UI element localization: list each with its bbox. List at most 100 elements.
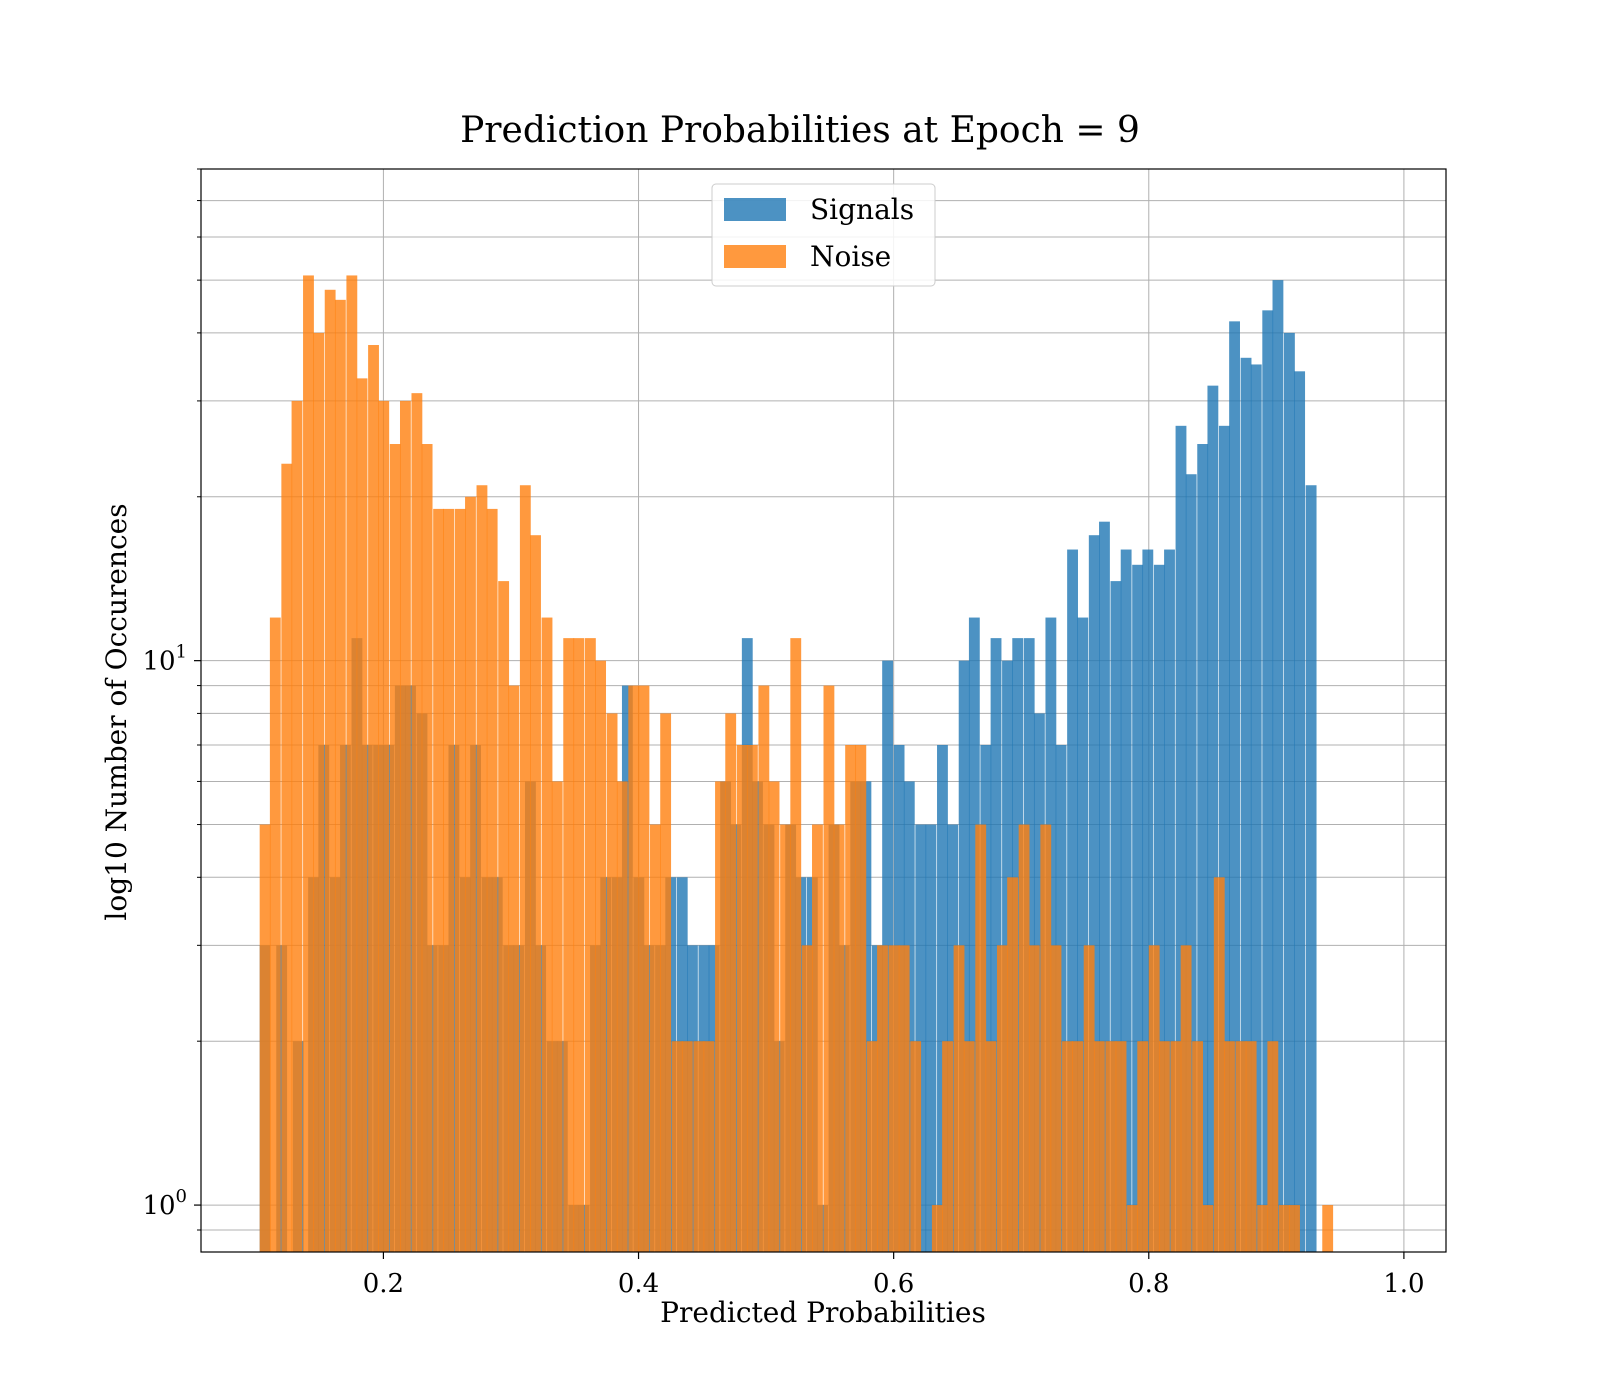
- bar-signals-61: [937, 744, 948, 1252]
- bar-noise-33: [616, 781, 628, 1252]
- bar-noise-83: [1158, 1041, 1170, 1252]
- bar-noise-59: [898, 945, 910, 1252]
- y-tick-label-1: 101: [142, 642, 187, 677]
- bar-noise-43: [725, 713, 737, 1252]
- bar-noise-94: [1278, 1205, 1290, 1252]
- bar-noise-71: [1028, 945, 1040, 1252]
- bar-noise-19: [465, 496, 476, 1252]
- bar-signals-78: [1120, 549, 1132, 1252]
- bar-signals-75: [1088, 535, 1100, 1252]
- bar-noise-4: [303, 275, 314, 1252]
- bar-signals-91: [1262, 310, 1274, 1252]
- bar-signals-66: [990, 638, 1002, 1252]
- bar-noise-22: [498, 581, 510, 1252]
- bar-noise-50: [801, 945, 813, 1252]
- x-axis-label: Predicted Probabilities: [660, 1296, 986, 1329]
- bar-signals-79: [1132, 564, 1144, 1252]
- bar-noise-13: [399, 400, 411, 1252]
- bar-signals-88: [1229, 321, 1240, 1252]
- bar-noise-39: [681, 1041, 693, 1252]
- bar-noise-77: [1093, 1041, 1105, 1252]
- axis-ticks: 0.2 0.4 0.6 0.8 1.0 100 101: [142, 168, 1425, 1299]
- bar-noise-90: [1235, 1041, 1247, 1252]
- bar-noise-25: [530, 535, 541, 1252]
- bar-noise-80: [1127, 1205, 1138, 1252]
- bar-noise-37: [660, 713, 672, 1252]
- bar-noise-45: [746, 744, 758, 1252]
- bar-signals-81: [1153, 564, 1165, 1252]
- bar-signals-87: [1218, 425, 1230, 1252]
- bar-noise-87: [1202, 1205, 1214, 1252]
- bar-signals-95: [1305, 485, 1317, 1252]
- bar-noise-88: [1213, 877, 1225, 1252]
- bar-noise-73: [1050, 945, 1062, 1252]
- legend-label-signals: Signals: [810, 193, 914, 226]
- bar-signals-76: [1099, 521, 1110, 1252]
- bar-noise-40: [693, 1041, 705, 1252]
- bar-noise-29: [573, 638, 585, 1252]
- bar-noise-69: [1007, 877, 1019, 1252]
- bar-noise-68: [996, 945, 1008, 1252]
- bar-noise-54: [845, 744, 857, 1252]
- bar-noise-15: [421, 444, 433, 1252]
- bar-noise-76: [1083, 945, 1095, 1252]
- bar-signals-74: [1077, 617, 1089, 1252]
- bar-noise-41: [703, 1041, 715, 1252]
- bar-noise-12: [389, 444, 401, 1252]
- bar-signals-84: [1185, 474, 1197, 1252]
- bar-noise-58: [888, 945, 900, 1252]
- bar-noise-84: [1170, 1041, 1182, 1252]
- x-tick-label-3: 0.8: [1128, 1269, 1169, 1299]
- bar-noise-26: [541, 617, 553, 1252]
- bar-noise-89: [1224, 1041, 1235, 1252]
- bar-noise-66: [975, 824, 987, 1252]
- bar-noise-46: [758, 685, 770, 1252]
- bar-noise-51: [812, 824, 823, 1252]
- x-tick-label-2: 0.6: [873, 1269, 914, 1299]
- bar-noise-27: [551, 781, 563, 1252]
- y-axis-label: log10 Number of Occurences: [100, 503, 133, 920]
- bar-noise-2: [281, 463, 293, 1252]
- bar-noise-5: [313, 332, 325, 1252]
- bar-noise-48: [780, 824, 791, 1252]
- bar-signals-90: [1250, 364, 1262, 1252]
- legend-swatch-signals: [724, 198, 786, 221]
- series-noise: [259, 275, 1334, 1252]
- bar-noise-31: [595, 660, 607, 1252]
- bar-noise-49: [790, 638, 802, 1252]
- bar-noise-44: [736, 744, 748, 1252]
- bar-noise-7: [334, 299, 346, 1252]
- bar-noise-34: [628, 685, 640, 1252]
- bar-signals-59: [915, 824, 927, 1252]
- bar-signals-77: [1110, 581, 1122, 1252]
- bar-noise-86: [1192, 1041, 1203, 1252]
- bar-signals-73: [1067, 549, 1078, 1252]
- legend-swatch-noise: [724, 245, 786, 268]
- y-tick-label-0: 100: [142, 1186, 187, 1221]
- bar-noise-92: [1257, 1205, 1269, 1252]
- bar-noise-53: [833, 824, 845, 1252]
- bar-signals-92: [1272, 280, 1284, 1252]
- bar-signals-93: [1283, 332, 1295, 1252]
- bar-noise-57: [877, 945, 888, 1252]
- bar-noise-17: [443, 508, 455, 1252]
- bar-noise-10: [368, 345, 379, 1252]
- bar-signals-94: [1294, 371, 1306, 1252]
- bar-noise-72: [1040, 824, 1052, 1252]
- bar-signals-62: [947, 824, 959, 1252]
- bar-noise-78: [1105, 1041, 1117, 1252]
- bar-noise-98: [1322, 1205, 1334, 1252]
- bar-noise-82: [1148, 945, 1160, 1252]
- bar-noise-62: [931, 1205, 943, 1252]
- bar-noise-8: [346, 275, 358, 1252]
- bar-signals-64: [968, 617, 980, 1252]
- bar-noise-11: [378, 400, 390, 1252]
- bar-noise-3: [291, 400, 303, 1252]
- bar-noise-16: [433, 508, 445, 1252]
- bar-noise-79: [1115, 1041, 1127, 1252]
- bar-noise-14: [411, 393, 423, 1252]
- bar-noise-70: [1018, 824, 1030, 1252]
- bar-noise-64: [953, 945, 965, 1252]
- x-tick-label-4: 1.0: [1383, 1269, 1424, 1299]
- bar-noise-36: [650, 824, 661, 1252]
